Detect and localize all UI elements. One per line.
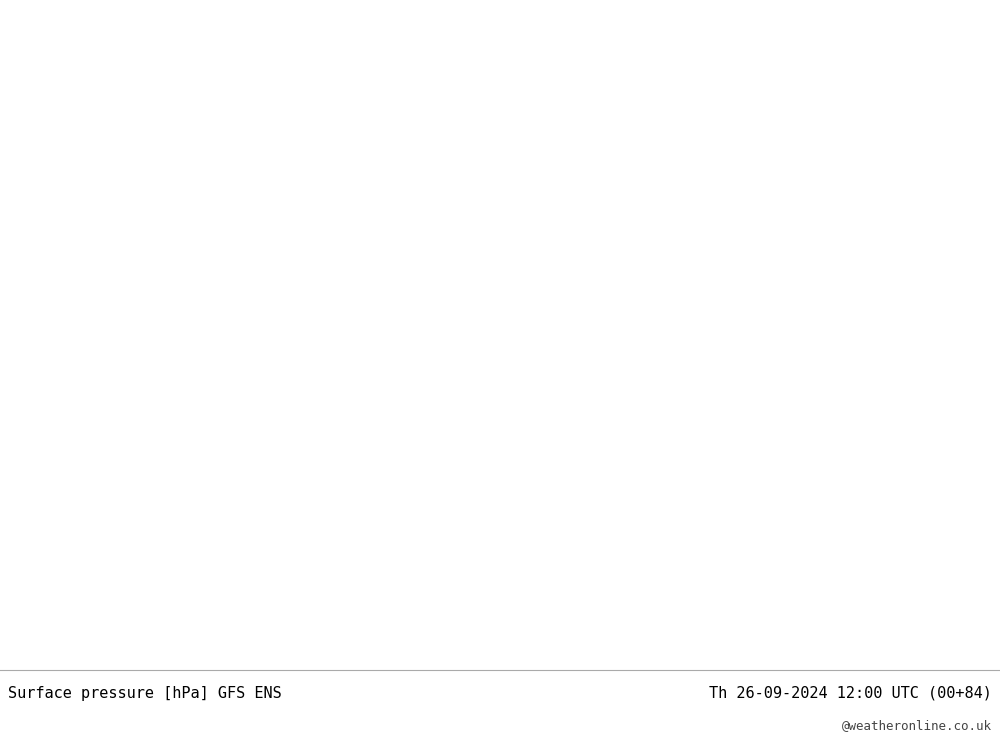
Text: @weatheronline.co.uk: @weatheronline.co.uk	[842, 719, 992, 732]
Text: Surface pressure [hPa] GFS ENS: Surface pressure [hPa] GFS ENS	[8, 685, 282, 701]
Text: Th 26-09-2024 12:00 UTC (00+84): Th 26-09-2024 12:00 UTC (00+84)	[709, 685, 992, 701]
